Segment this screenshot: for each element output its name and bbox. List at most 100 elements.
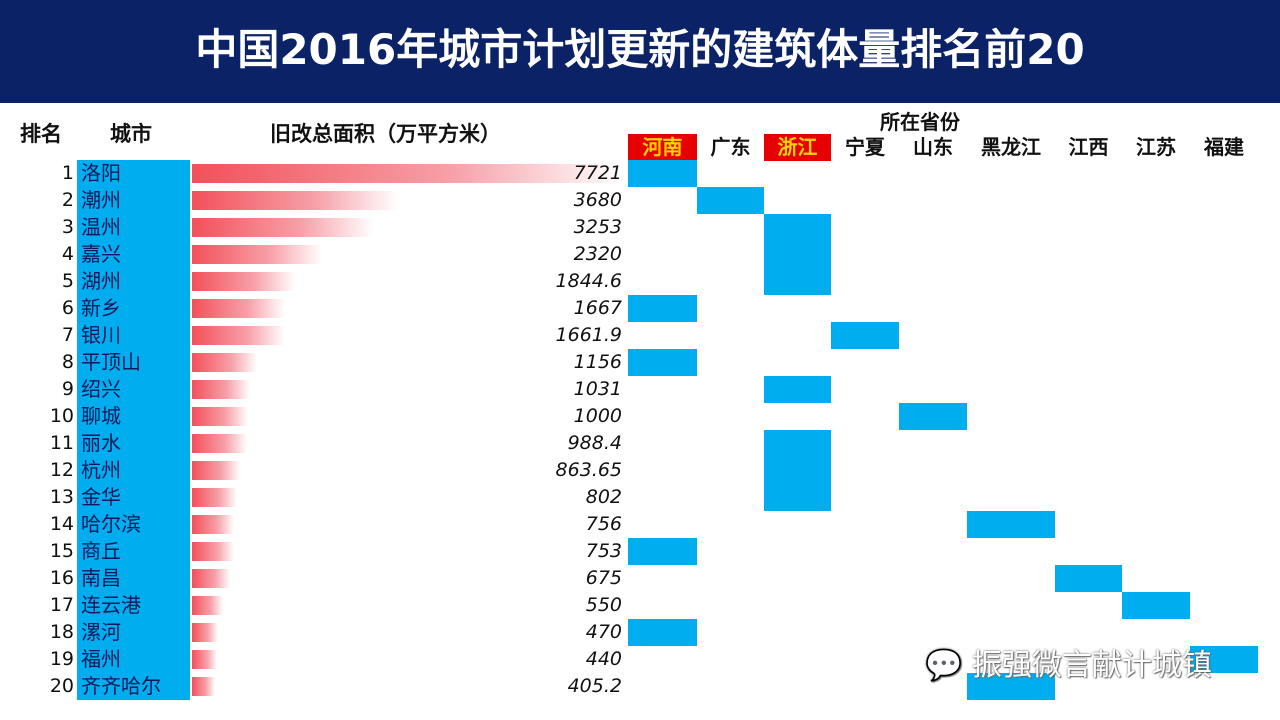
watermark: 💬 振强微言献计城镇 [925,640,1212,684]
city-label: 潮州 [77,187,190,214]
city-label: 金华 [77,484,190,511]
bar [192,542,235,561]
value-label: 1000 [573,405,622,427]
city-label: 福州 [77,646,190,673]
value-label: 1031 [573,378,622,400]
bar [192,569,230,588]
rank-label: 17 [49,594,74,616]
city-label: 平顶山 [77,349,190,376]
province-marker [967,673,1055,700]
bar [192,299,286,318]
province-marker [764,241,831,268]
province-label: 浙江 [764,134,831,161]
rank-label: 6 [61,297,74,319]
chart-title: 中国2016年城市计划更新的建筑体量排名前20 [195,25,1085,74]
province-marker [628,619,697,646]
bar [192,191,399,210]
rank-label: 18 [49,621,74,643]
value-label: 550 [585,594,622,616]
value-label: 988.4 [567,432,622,454]
rank-label: 11 [49,432,74,454]
title-bar [0,0,1280,103]
rank-label: 13 [49,486,74,508]
province-label: 宁夏 [845,135,885,159]
city-label: 连云港 [77,592,190,619]
province-label: 江西 [1068,135,1109,159]
province-marker [764,376,831,403]
province-marker [628,538,697,565]
bar [192,164,625,183]
province-marker [899,403,967,430]
rank-label: 2 [61,189,74,211]
rank-label: 8 [61,351,74,373]
bar [192,596,223,615]
city-label: 温州 [77,214,190,241]
province-marker [628,295,697,322]
city-label: 聊城 [77,403,190,430]
province-label: 广东 [710,135,751,159]
rank-label: 5 [61,270,74,292]
bar [192,677,215,696]
province-marker [967,511,1055,538]
province-marker [628,349,697,376]
province-label: 山东 [913,135,953,159]
province-marker [764,430,831,457]
bar [192,380,250,399]
value-label: 1844.6 [555,270,622,292]
bar [192,461,241,480]
value-label: 440 [585,648,622,670]
city-label: 嘉兴 [77,241,190,268]
rank-label: 10 [49,405,74,427]
province-marker [1055,565,1122,592]
province-marker [764,268,831,295]
city-label: 商丘 [77,538,190,565]
rank-header: 排名 [20,122,62,146]
bar [192,353,257,372]
province-marker [764,457,831,484]
rank-label: 14 [49,513,74,535]
rank-label: 16 [49,567,74,589]
rank-label: 1 [61,162,74,184]
value-label: 1156 [573,351,622,373]
bar [192,488,237,507]
watermark-text: 振强微言献计城镇 [971,648,1212,683]
rank-label: 3 [61,216,74,238]
bar [192,515,235,534]
city-label: 南昌 [77,565,190,592]
city-label: 银川 [77,322,190,349]
rank-label: 9 [61,378,74,400]
area-header: 旧改总面积（万平方米） [270,122,501,146]
province-header: 所在省份 [880,110,960,134]
value-label: 1661.9 [555,324,622,346]
province-label: 江苏 [1136,135,1176,159]
bar [192,218,375,237]
value-label: 675 [585,567,622,589]
bar [192,245,323,264]
province-label: 福建 [1204,135,1244,159]
city-label: 杭州 [77,457,190,484]
city-label: 哈尔滨 [77,511,190,538]
province-marker [831,322,899,349]
rank-label: 12 [49,459,74,481]
bar [192,623,219,642]
value-label: 405.2 [567,675,622,697]
bar [192,272,296,291]
city-label: 齐齐哈尔 [77,673,190,700]
value-label: 1667 [573,297,622,319]
value-label: 756 [585,513,622,535]
province-marker [697,187,764,214]
value-label: 802 [585,486,622,508]
value-label: 753 [585,540,622,562]
city-label: 洛阳 [77,160,190,187]
value-label: 3253 [573,216,622,238]
value-label: 3680 [573,189,622,211]
province-marker [1122,592,1190,619]
value-label: 470 [585,621,622,643]
province-marker [764,214,831,241]
city-header: 城市 [110,122,152,146]
city-label: 新乡 [77,295,190,322]
bar [192,407,249,426]
value-label: 863.65 [555,459,622,481]
rank-label: 15 [49,540,74,562]
province-marker [1190,646,1258,673]
